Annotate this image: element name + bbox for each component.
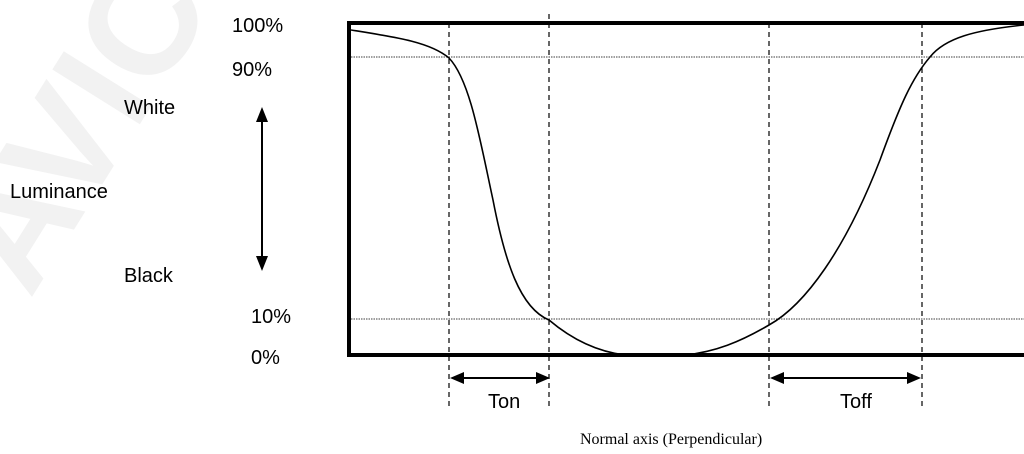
toff-arrow	[770, 372, 921, 384]
level-label-0: 0%	[251, 347, 280, 369]
level-label-10: 10%	[251, 306, 291, 328]
level-label-90: 90%	[232, 59, 272, 81]
luminance-double-arrow	[256, 107, 268, 271]
toff-label: Toff	[840, 391, 872, 413]
ton-label: Ton	[488, 391, 520, 413]
black-label: Black	[124, 265, 174, 287]
luminance-curve	[350, 24, 1024, 356]
luminance-label: Luminance	[10, 181, 108, 203]
watermark-text: AVIC	[0, 0, 241, 317]
ton-arrow	[450, 372, 550, 384]
plot-frame	[347, 21, 1024, 357]
white-label: White	[124, 97, 175, 119]
level-label-100: 100%	[232, 15, 283, 37]
x-axis-label: Normal axis (Perpendicular)	[580, 431, 762, 448]
